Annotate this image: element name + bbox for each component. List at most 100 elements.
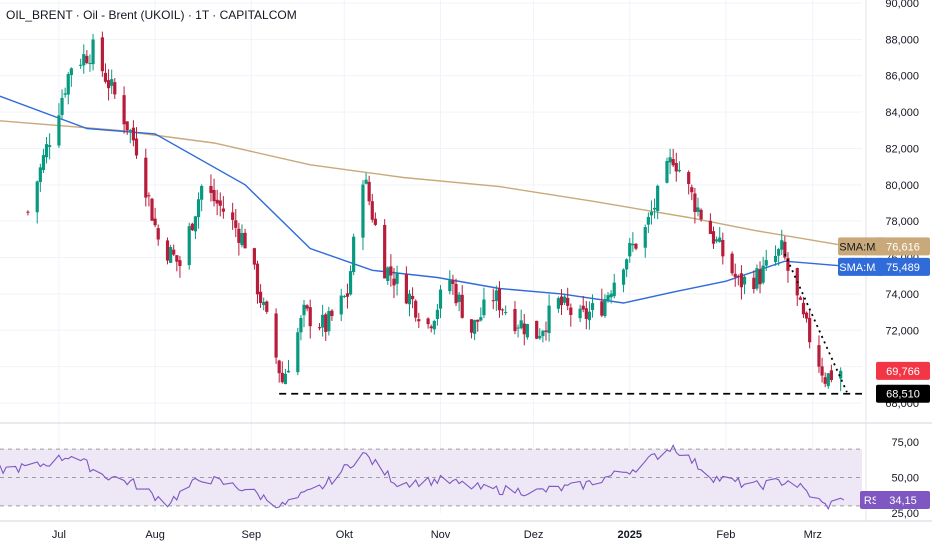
candle-body: [100, 37, 104, 72]
candle: [91, 33, 95, 71]
candle-body: [448, 280, 452, 292]
candle: [696, 197, 700, 217]
candle-body: [240, 233, 244, 246]
candle: [761, 256, 765, 285]
candle: [798, 295, 802, 301]
candle-body: [386, 267, 390, 282]
candle: [57, 103, 61, 148]
candle: [808, 310, 812, 349]
candle-body: [286, 370, 291, 373]
candle: [829, 364, 833, 383]
candle-body: [125, 121, 129, 131]
time-tick-label: Feb: [716, 529, 735, 541]
candle: [410, 287, 415, 309]
time-axis[interactable]: Jul Aug Sep Okt Nov Dez 2025 Feb Mrz: [52, 529, 822, 541]
candle-body: [234, 220, 238, 228]
candle: [262, 297, 266, 311]
candle-body: [739, 273, 744, 288]
candle: [395, 265, 399, 296]
candle-body: [733, 273, 737, 278]
candle-body: [113, 82, 117, 95]
candle: [690, 184, 694, 201]
candle: [755, 264, 759, 291]
candle-body: [606, 295, 610, 301]
candle-body: [457, 294, 461, 302]
candle: [795, 267, 799, 306]
candle-body: [829, 370, 833, 381]
candle-body: [85, 55, 89, 64]
candle: [504, 305, 508, 316]
candle: [711, 226, 716, 249]
candle-body: [454, 283, 458, 304]
candle-body: [755, 268, 759, 289]
candle-body: [190, 223, 194, 231]
candle: [187, 222, 191, 270]
candle-body: [798, 297, 802, 300]
candle-body: [625, 259, 629, 270]
candle-body: [110, 79, 114, 86]
candle: [79, 58, 83, 69]
candle: [801, 296, 806, 319]
price-tick-label: 84,000: [885, 107, 919, 119]
candle-body: [134, 138, 139, 156]
candle-body: [476, 319, 480, 322]
candle: [209, 174, 213, 202]
candle: [274, 308, 278, 365]
candle: [649, 200, 654, 225]
candle: [718, 227, 722, 243]
candle: [234, 209, 238, 238]
candle-body: [535, 320, 539, 339]
candle: [491, 288, 495, 310]
candle: [587, 301, 592, 330]
candle-body: [652, 207, 657, 210]
candle: [556, 296, 560, 313]
candle-body: [690, 187, 694, 193]
candle: [38, 163, 42, 192]
candle: [324, 312, 328, 341]
candle: [448, 270, 452, 295]
candle-body: [370, 201, 374, 220]
candle-body: [429, 326, 433, 329]
candle: [308, 299, 312, 339]
candle-body: [178, 260, 182, 266]
candle: [169, 244, 173, 263]
candle-body: [414, 300, 418, 318]
candle: [820, 357, 824, 383]
candle: [131, 120, 135, 147]
trend-line[interactable]: [784, 253, 848, 393]
candle: [122, 86, 126, 134]
candle-body: [715, 239, 719, 242]
candle-body: [460, 294, 464, 318]
price-tick-label: 86,000: [885, 71, 919, 83]
candle-body: [262, 301, 266, 305]
candle: [451, 274, 455, 295]
time-tick-label: Dez: [524, 529, 544, 541]
candle-body: [296, 332, 300, 373]
candle: [606, 292, 610, 303]
candle-body: [736, 275, 740, 277]
candle: [345, 283, 350, 309]
candle-body: [541, 330, 545, 337]
candle-body: [128, 130, 132, 132]
candle: [348, 265, 353, 296]
candle-body: [783, 241, 787, 258]
candle-body: [708, 220, 713, 234]
price-axis[interactable]: 90,000 88,000 86,000 84,000 82,000 80,000 78,0…: [885, 0, 919, 410]
candle-body: [280, 372, 284, 383]
candle-body: [538, 335, 542, 339]
candle-body: [547, 305, 551, 334]
sma-slow-badge-label: SMA:MA: [839, 241, 883, 253]
candle: [231, 202, 235, 230]
candle: [404, 266, 408, 305]
candle: [361, 180, 365, 251]
candle: [823, 372, 827, 388]
sma-fast-badge: SMA:MA 75,489: [838, 257, 930, 276]
candle-body: [308, 307, 312, 327]
candle-body: [773, 255, 778, 263]
candle: [547, 294, 551, 342]
candle-body: [383, 224, 387, 279]
candle: [305, 304, 309, 312]
candle: [280, 361, 284, 384]
candle-body: [274, 313, 278, 358]
